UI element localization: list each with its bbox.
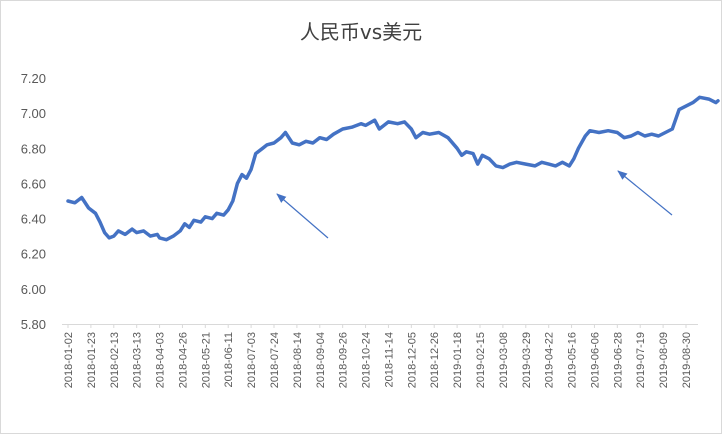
y-tick-label: 6.60 xyxy=(21,176,46,191)
x-tick-label: 2018-04-26 xyxy=(177,332,189,388)
x-tick-label: 2018-01-23 xyxy=(86,332,98,388)
x-tick-label: 2018-08-14 xyxy=(292,332,304,388)
y-tick-label: 7.20 xyxy=(21,71,46,86)
chart-title: 人民币vs美元 xyxy=(299,20,423,44)
annotation-arrow xyxy=(617,170,673,216)
x-tick-label: 2019-08-09 xyxy=(658,332,670,388)
y-tick-label: 7.00 xyxy=(21,106,46,121)
x-tick-label: 2018-09-26 xyxy=(338,332,350,388)
y-tick-label: 6.00 xyxy=(21,282,46,297)
x-tick-label: 2018-01-02 xyxy=(63,332,75,388)
annotation-arrow xyxy=(276,193,329,239)
x-tick-label: 2018-03-13 xyxy=(132,332,144,388)
x-tick-label: 2019-06-06 xyxy=(589,332,601,388)
x-tick-label: 2018-05-21 xyxy=(200,332,212,388)
x-tick-label: 2019-06-28 xyxy=(612,332,624,388)
x-tick-label: 2019-08-30 xyxy=(681,332,693,388)
y-tick-label: 6.80 xyxy=(21,141,46,156)
x-tick-label: 2018-10-24 xyxy=(361,332,373,388)
x-tick-label: 2018-04-03 xyxy=(155,332,167,388)
x-tick-label: 2018-12-05 xyxy=(406,332,418,388)
x-tick-label: 2019-02-15 xyxy=(475,332,487,388)
y-tick-label: 5.80 xyxy=(21,317,46,332)
x-tick-label: 2018-12-26 xyxy=(429,332,441,388)
x-tick-label: 2019-04-22 xyxy=(544,332,556,388)
x-tick-label: 2018-02-13 xyxy=(109,332,121,388)
x-tick-label: 2019-03-08 xyxy=(498,332,510,388)
x-tick-label: 2018-07-03 xyxy=(246,332,258,388)
x-tick-label: 2019-01-18 xyxy=(452,332,464,388)
x-tick-label: 2018-07-24 xyxy=(269,332,281,388)
x-tick-label: 2019-03-29 xyxy=(521,332,533,388)
x-tick-label: 2018-11-14 xyxy=(383,332,395,387)
x-tick-label: 2018-09-04 xyxy=(315,332,327,388)
y-tick-label: 6.20 xyxy=(21,247,46,262)
x-tick-label: 2019-07-19 xyxy=(635,332,647,388)
x-tick-label: 2019-05-16 xyxy=(567,332,579,388)
series-line xyxy=(66,95,720,242)
y-tick-label: 6.40 xyxy=(21,212,46,227)
x-tick-label: 2018-06-11 xyxy=(223,332,235,387)
